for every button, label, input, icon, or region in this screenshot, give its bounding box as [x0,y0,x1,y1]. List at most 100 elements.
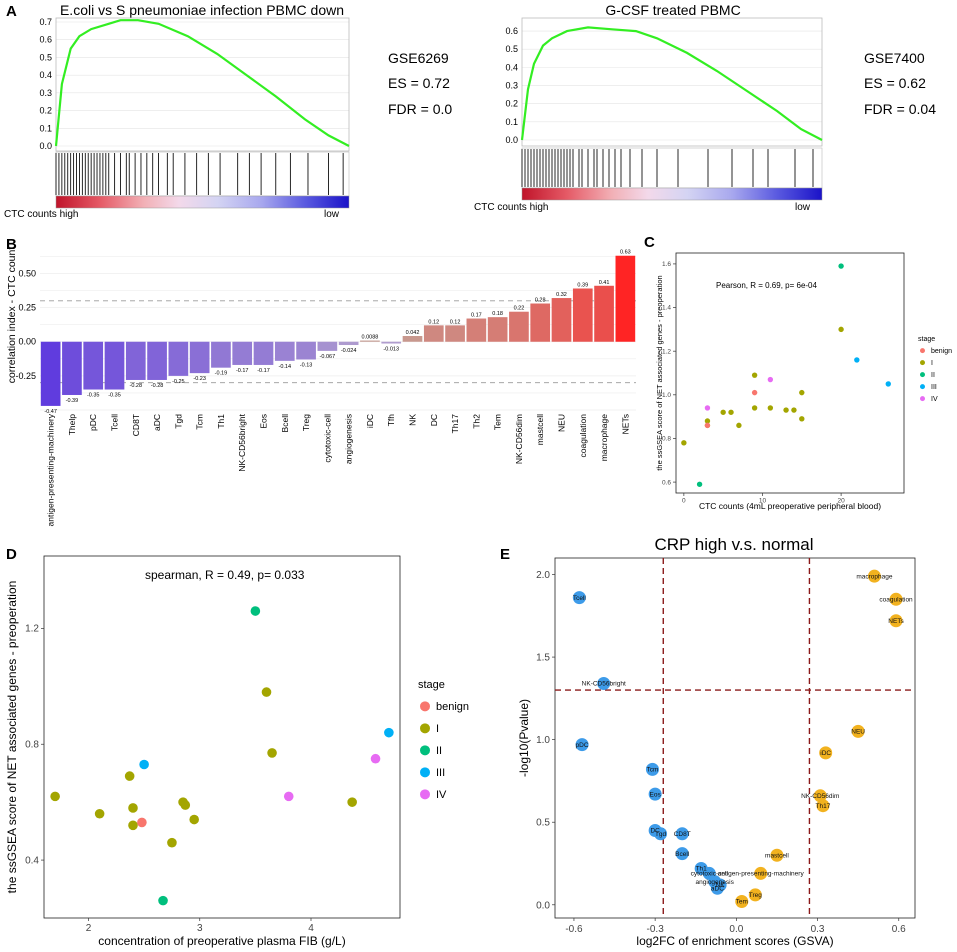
gsea2-fdr: FDR = 0.04 [864,101,936,117]
point-stage-I [704,418,711,424]
point-stage-II [158,895,168,906]
gsea-ytick-label: 0.2 [39,106,52,116]
point-stage-I [736,422,742,429]
bar-value-label: 0.0088 [362,335,379,341]
bar-category-label: angiogenesis [344,414,354,464]
gsea-ytick-label: 0.6 [505,26,518,36]
bar-category-label: Bcell [280,414,290,433]
bar-category-label: mastcell [535,414,545,445]
y-tick-label: 1.2 [25,624,39,635]
volcano-point-CD8T [675,827,689,841]
bar-category-label: Eos [259,414,269,429]
legend-label: II [436,745,442,757]
bar-Tgd [168,341,189,376]
legend-label: IV [931,396,938,403]
legend-title: stage [418,679,445,691]
point-stage-I [94,808,105,819]
legend-key-IV [420,789,430,800]
bar-category-label: Tfh [386,414,396,427]
volcano-point-label: Tgd [655,831,667,838]
y-tick-label: 1.0 [536,735,550,746]
volcano-point-label: iDC [820,750,831,757]
point-stage-I [791,407,797,413]
bar-value-label: -0.28 [130,383,143,389]
bar-Th17 [445,325,465,342]
bar-category-label: Th2 [471,414,481,429]
bar-Eos [253,341,274,365]
scatterd-annotation: spearman, R = 0.49, p= 0.033 [145,568,305,582]
point-stage-I [128,803,138,813]
panel-letter-c: C [644,234,655,251]
bar-Tcell [104,341,125,390]
bar-category-label: Tem [493,414,503,430]
gsea-ytick-label: 0.2 [505,99,518,109]
bar-category-label: NEU [557,414,567,432]
bar-iDC [360,340,380,342]
y-tick-label: 0.0 [536,900,550,911]
gsea2-title: G-CSF treated PBMC [605,2,740,18]
legend-label: benign [436,701,469,713]
gsea2-dataset: GSE7400 [864,50,925,66]
volcano-point-label: pDC [576,742,589,749]
y-tick-label: 1.4 [662,305,671,312]
volcano-point-NK-CD56dim [813,789,827,803]
gsea2-enrichment-line [520,26,823,141]
gsea1-low-label: low [324,209,340,220]
bar-category-label: Treg [301,414,311,431]
gsea-ytick-label: 0.3 [39,88,52,98]
volcano-point-label: Tcell [573,595,587,602]
volcano-point-label: mastcell [765,852,789,859]
legend-title: stage [918,336,935,343]
bar-NK [402,336,423,342]
scatterc-xlabel: CTC counts (4mL preoperative peripheral … [699,501,881,511]
bar-category-label: coagulation [578,414,588,458]
bar-value-label: -0.35 [87,393,100,399]
legend-key-I [920,360,925,366]
gsea-ytick-label: 0.5 [505,44,518,54]
gsea-plot-1: E.coli vs S pneumoniae infection PBMC do… [4,2,452,220]
gsea1-es: ES = 0.72 [388,75,450,91]
gsea-ytick-label: 0.0 [505,135,518,145]
volcano-point-NETs [889,614,903,628]
gsea1-dataset: GSE6269 [388,50,449,66]
bar-value-label: 0.63 [620,250,631,256]
point-stage-I [720,409,726,415]
volcano-point-Tem [735,894,749,908]
bar-Th2 [466,318,487,342]
legend-key-III [920,384,925,390]
volcano-point-iDC [819,746,833,760]
bar-NEU [551,298,572,342]
point-stage-IV [704,405,711,411]
bar-ylabel: correlation index - CTC count [6,247,18,384]
bar-value-label: -0.25 [172,379,185,385]
legend-key-II [920,372,925,378]
gsea-ytick-label: 0.1 [39,123,52,133]
bar-value-label: -0.19 [215,371,228,377]
point-stage-I [124,771,135,781]
bar-value-label: -0.39 [66,398,79,404]
bar-mastcell [530,303,551,342]
volcano-ylabel: -log10(Pvalue) [517,699,531,777]
point-stage-I [261,687,272,697]
bar-antigen-presenting-machinery [40,341,61,406]
bar-ytick-label: 0.00 [18,337,36,347]
volcano-point-label: NETs [888,618,904,625]
volcano-point-coagulation [889,592,903,606]
legend-key-benign [920,348,925,354]
correlation-bar-chart: -0.25 0.00 0.25 0.50 -0.47 -0.39 -0.35 -0.35 -0… [6,247,636,526]
x-tick-label: 20 [837,498,845,505]
bar-value-label: -0.35 [108,393,121,399]
legend-label: benign [931,348,952,355]
volcano-point-label: Th1 [696,866,708,873]
volcano-point-Eos [648,787,662,801]
bar-Tem [487,317,508,342]
volcano-point-Tcell [572,591,586,605]
bar-category-label: Thelp [67,414,77,436]
point-stage-I [751,372,758,378]
point-stage-I [799,389,805,396]
x-tick-label: -0.3 [647,924,665,935]
x-tick-label: 3 [197,923,203,934]
volcano-plot: CRP high v.s. normal -0.6 -0.3 0.0 0.3 0.6 0.… [517,535,916,948]
